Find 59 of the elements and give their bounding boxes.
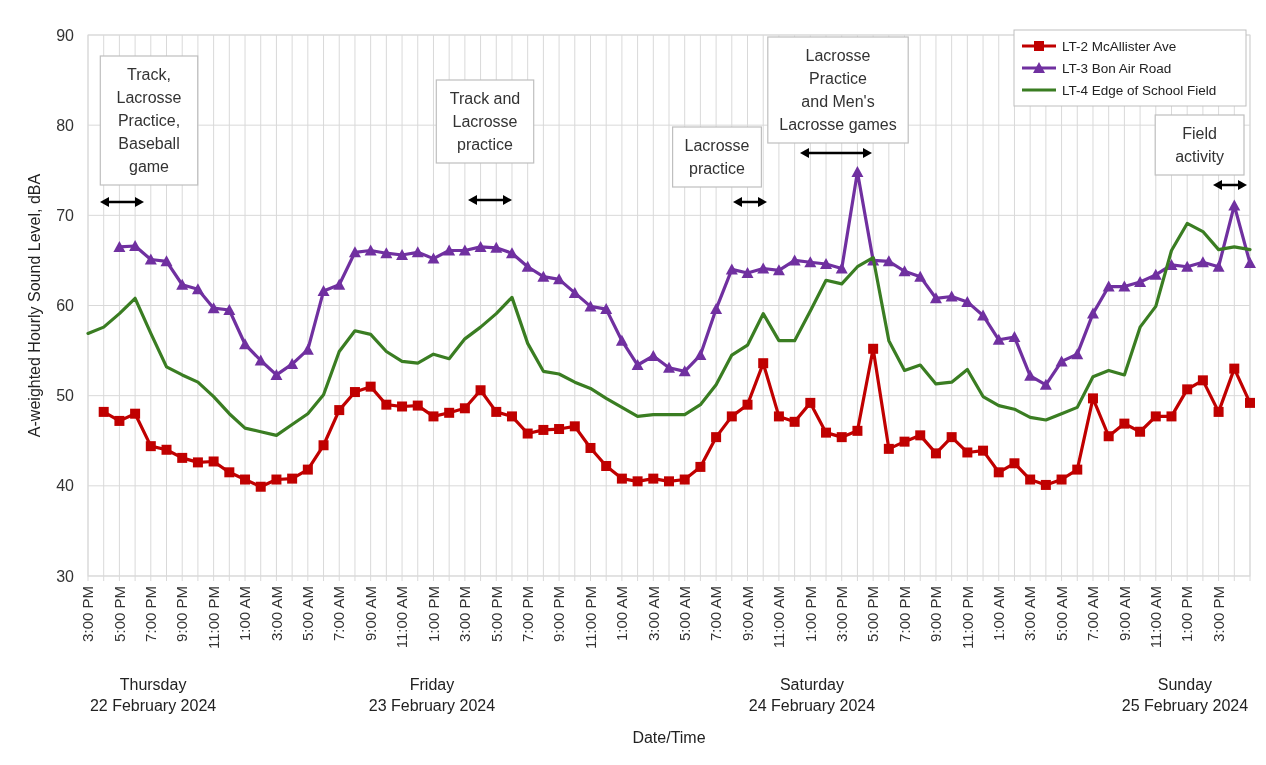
x-tick-label: 7:00 PM [142, 586, 160, 642]
legend-label: LT-3 Bon Air Road [1062, 60, 1172, 76]
x-tick-label: 5:00 AM [675, 586, 693, 642]
y-tick-label: 70 [56, 206, 75, 224]
text: Sunday 25 February 2024 [1121, 676, 1249, 714]
x-tick-label: 1:00 PM [801, 586, 819, 642]
y-tick-label: 50 [56, 387, 75, 405]
x-tick-label: 9:00 PM [550, 586, 568, 642]
x-tick-label: 1:00 AM [613, 586, 631, 642]
text: Friday 23 February 2024 [368, 676, 496, 714]
y-tick-label: 30 [56, 567, 75, 585]
text: Saturday 24 February 2024 [748, 676, 876, 714]
x-tick-label: 11:00 AM [1147, 586, 1165, 649]
x-tick-label: 7:00 AM [330, 586, 348, 642]
x-tick-label: 5:00 PM [487, 586, 505, 642]
x-tick-label: 11:00 AM [393, 586, 411, 649]
y-tick-label: 80 [56, 116, 75, 134]
x-tick-label: 7:00 PM [895, 586, 913, 642]
annotation: Lacrosse practice [684, 137, 750, 178]
text: Thursday 22 February 2024 [89, 676, 217, 714]
legend-label: LT-4 Edge of School Field [1062, 82, 1217, 98]
x-tick-label: 3:00 AM [1021, 586, 1039, 642]
x-tick-label: 9:00 AM [738, 586, 756, 642]
x-tick-label: 11:00 PM [581, 586, 599, 650]
x-tick-label: 9:00 AM [361, 586, 379, 642]
x-tick-label: 1:00 PM [1178, 586, 1196, 642]
x-tick-label: 9:00 PM [927, 586, 945, 642]
annotation: Lacrosse Practice and Men's Lacrosse games [779, 47, 897, 134]
x-tick-label: 1:00 AM [236, 586, 254, 642]
x-tick-label: 3:00 AM [267, 586, 285, 642]
y-tick-label: 60 [56, 297, 75, 315]
x-tick-label: 3:00 AM [644, 586, 662, 642]
x-tick-label: 9:00 PM [173, 586, 191, 642]
x-tick-label: 3:00 PM [456, 586, 474, 642]
x-tick-label: 9:00 AM [1115, 586, 1133, 642]
x-tick-label: 7:00 PM [518, 586, 536, 642]
annotation: Track and Lacrosse practice [449, 90, 521, 154]
legend-label: LT-2 McAllister Ave [1062, 38, 1177, 54]
x-tick-label: 5:00 AM [1052, 586, 1070, 642]
annotation: Track, Lacrosse Practice, Baseball game [116, 66, 182, 176]
x-tick-label: 3:00 PM [1209, 586, 1227, 642]
y-tick-label: 90 [56, 26, 75, 44]
x-tick-label: 3:00 PM [79, 586, 97, 642]
x-tick-label: 3:00 PM [832, 586, 850, 642]
x-tick-label: 11:00 PM [958, 586, 976, 650]
x-tick-label: 1:00 AM [990, 586, 1008, 642]
annotation: Field activity [1175, 125, 1225, 166]
line-series [86, 221, 1252, 437]
x-tick-label: 1:00 PM [424, 586, 442, 642]
x-tick-label: 7:00 AM [1084, 586, 1102, 642]
x-tick-label: 11:00 PM [204, 586, 222, 650]
x-axis-title: Date/Time [632, 729, 706, 746]
y-axis-title: A-weighted Hourly Sound Level, dBA [26, 173, 43, 438]
y-tick-label: 40 [56, 477, 75, 495]
x-tick-label: 11:00 AM [770, 586, 788, 649]
x-tick-label: 7:00 AM [707, 586, 725, 642]
x-tick-label: 5:00 PM [110, 586, 128, 642]
x-tick-label: 5:00 PM [864, 586, 882, 642]
x-tick-label: 5:00 AM [299, 586, 317, 642]
